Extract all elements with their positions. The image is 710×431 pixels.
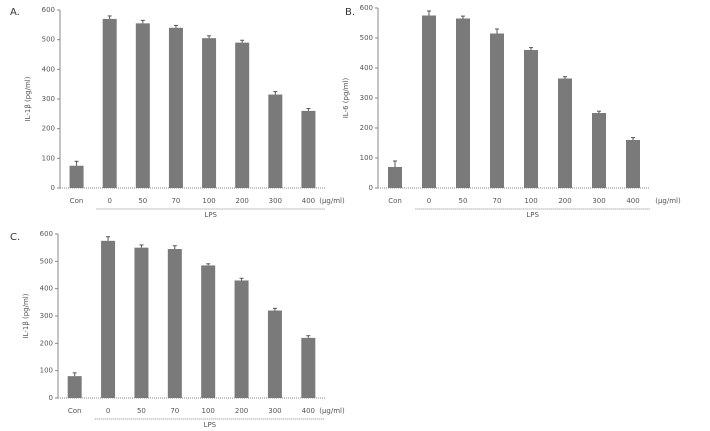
bar <box>524 50 538 188</box>
x-tick-label: 100 <box>524 197 537 205</box>
x-tick-label: 0 <box>427 197 431 205</box>
x-tick-label: 50 <box>459 197 468 205</box>
bar <box>490 33 504 188</box>
x-tick-label: 400 <box>302 197 315 205</box>
y-tick-label: 500 <box>360 34 373 42</box>
x-tick-label: Con <box>70 197 84 205</box>
group-label: LPS <box>204 421 217 429</box>
x-unit-label: (μg/ml) <box>319 407 345 415</box>
bar <box>234 280 249 398</box>
bar <box>388 167 402 188</box>
x-tick-label: 400 <box>626 197 639 205</box>
y-tick-label: 400 <box>42 65 55 73</box>
panel-label: B. <box>345 7 355 18</box>
y-tick-label: 200 <box>40 339 53 347</box>
panel-label: C. <box>10 232 20 243</box>
y-tick-label: 300 <box>360 94 373 102</box>
x-tick-label: 300 <box>592 197 605 205</box>
y-axis-label: IL-6 (pg/ml) <box>342 77 350 118</box>
y-tick-label: 0 <box>51 184 55 192</box>
y-tick-label: 100 <box>40 367 53 375</box>
x-tick-label: 100 <box>202 407 215 415</box>
y-tick-label: 0 <box>369 184 373 192</box>
x-tick-label: 300 <box>268 407 281 415</box>
x-tick-label: 0 <box>106 407 110 415</box>
bar <box>168 27 183 188</box>
x-tick-label: 400 <box>302 407 315 415</box>
bar <box>301 337 316 398</box>
x-tick-label: 70 <box>170 407 179 415</box>
y-tick-label: 100 <box>360 154 373 162</box>
y-tick-label: 500 <box>42 36 55 44</box>
y-axis-label: IL-1β (pg/ml) <box>22 293 30 338</box>
bar <box>202 38 217 188</box>
x-tick-label: 70 <box>171 197 180 205</box>
bar <box>101 240 116 398</box>
bar <box>592 113 606 188</box>
y-tick-label: 300 <box>42 95 55 103</box>
y-tick-label: 200 <box>42 125 55 133</box>
y-tick-label: 400 <box>360 64 373 72</box>
bar <box>135 23 150 188</box>
y-tick-label: 500 <box>40 257 53 265</box>
x-tick-label: 300 <box>269 197 282 205</box>
y-tick-label: 300 <box>40 312 53 320</box>
y-tick-label: 600 <box>40 230 53 238</box>
bar <box>102 18 117 189</box>
x-tick-label: 200 <box>558 197 571 205</box>
y-tick-label: 600 <box>360 4 373 12</box>
x-tick-label: 50 <box>138 197 147 205</box>
x-tick-label: 200 <box>235 407 248 415</box>
x-tick-label: Con <box>388 197 402 205</box>
bar <box>69 165 84 188</box>
group-label: LPS <box>204 211 217 219</box>
x-unit-label: (μg/ml) <box>319 197 345 205</box>
bar <box>268 94 283 188</box>
bar <box>201 265 216 398</box>
x-tick-label: 100 <box>202 197 215 205</box>
bar <box>558 78 572 188</box>
bar <box>422 15 436 188</box>
bar <box>67 376 82 398</box>
y-axis-label: IL-1β (pg/ml) <box>24 76 32 121</box>
x-tick-label: 70 <box>493 197 502 205</box>
x-tick-label: Con <box>68 407 82 415</box>
y-tick-label: 400 <box>40 285 53 293</box>
panel-label: A. <box>10 7 20 18</box>
y-tick-label: 0 <box>49 394 53 402</box>
group-label: LPS <box>526 211 539 219</box>
bar <box>301 110 316 188</box>
bar <box>267 310 282 398</box>
bar <box>456 18 470 188</box>
x-unit-label: (μg/ml) <box>655 197 681 205</box>
x-tick-label: 0 <box>107 197 111 205</box>
x-tick-label: 200 <box>236 197 249 205</box>
bar <box>134 247 149 398</box>
y-tick-label: 200 <box>360 124 373 132</box>
bar <box>167 249 182 398</box>
bar <box>626 140 640 188</box>
x-tick-label: 50 <box>137 407 146 415</box>
y-tick-label: 600 <box>42 6 55 14</box>
bar <box>235 42 250 189</box>
y-tick-label: 100 <box>42 154 55 162</box>
